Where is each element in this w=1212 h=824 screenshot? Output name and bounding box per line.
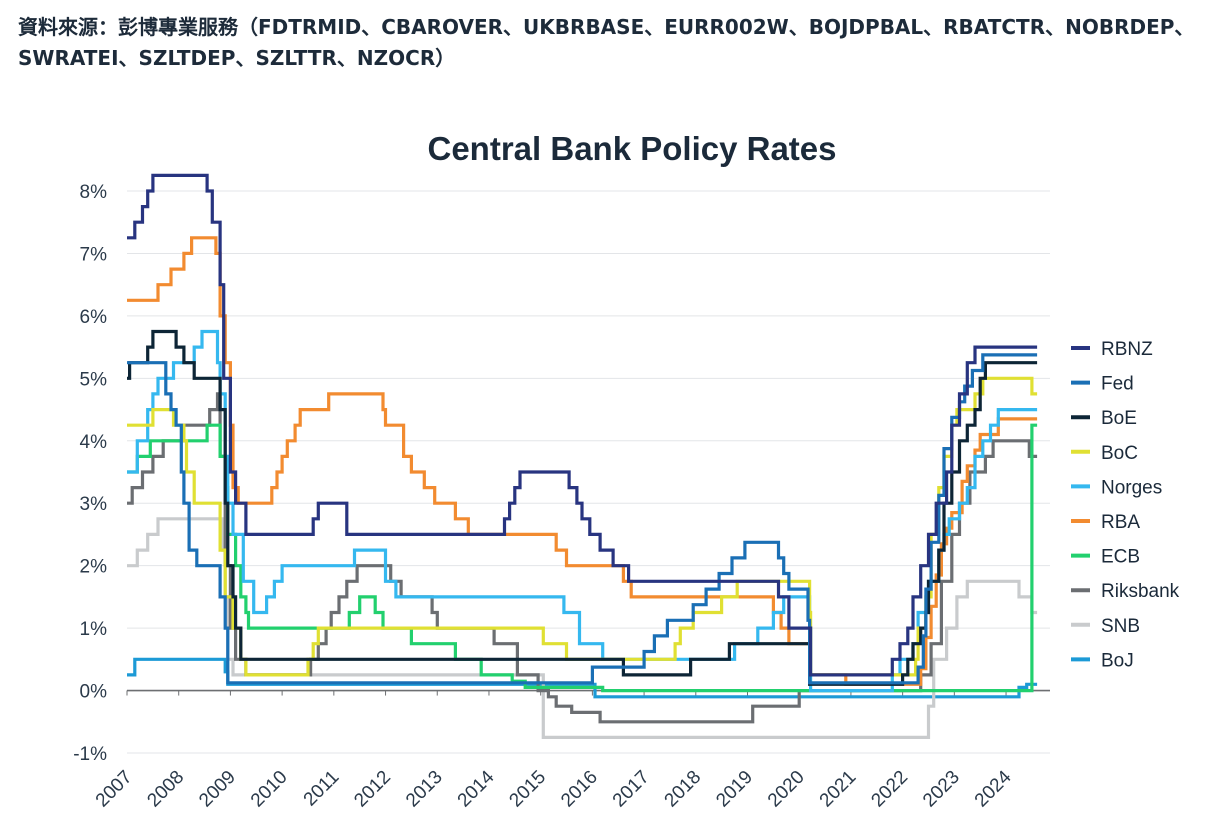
x-tick-label: 2010 xyxy=(247,767,292,812)
series-line-fed xyxy=(127,353,1038,685)
series-line-boe xyxy=(127,329,1038,686)
x-tick-label: 2021 xyxy=(816,767,861,812)
y-tick-label: 5% xyxy=(80,369,108,390)
x-tick-label: 2011 xyxy=(300,767,344,811)
series-lines xyxy=(127,173,1038,739)
legend-label-fed: Fed xyxy=(1101,374,1134,395)
legend-label-boc: BoC xyxy=(1101,443,1138,464)
legend-label-boj: BoJ xyxy=(1101,650,1134,671)
x-tick-label: 2008 xyxy=(143,767,188,812)
x-tick-label: 2018 xyxy=(661,767,706,812)
series-line-snb xyxy=(127,517,1038,739)
series-line-rba xyxy=(127,236,1038,686)
x-tick-label: 2007 xyxy=(92,767,137,812)
x-tick-label: 2013 xyxy=(402,767,447,812)
y-axis: 8% 7% 6% 5% 4% 3% 2% 1% 0% -1% xyxy=(73,182,107,765)
legend-label-snb: SNB xyxy=(1101,616,1140,637)
x-tick-label: 2012 xyxy=(350,767,395,812)
x-tick-label: 2014 xyxy=(454,766,499,811)
series-line-boc xyxy=(127,376,1038,677)
x-tick-label: 2020 xyxy=(764,767,809,812)
x-tick-label: 2023 xyxy=(919,767,964,812)
y-tick-label: -1% xyxy=(73,744,107,765)
x-tick-label: 2009 xyxy=(195,767,240,812)
x-tick-label: 2022 xyxy=(867,767,912,812)
x-tick-label: 2016 xyxy=(557,767,602,812)
chart-title: Central Bank Policy Rates xyxy=(428,130,837,167)
grid-lines xyxy=(127,190,1050,754)
x-axis: 2007 2008 2009 2010 2011 2012 2013 2014 2015 2016… xyxy=(92,690,1016,812)
legend: RBNZ Fed BoE BoC Norges RBA ECB Riksbank SNB BoJ xyxy=(1071,339,1180,671)
y-tick-label: 7% xyxy=(80,244,108,265)
x-tick-label: 2015 xyxy=(505,767,550,812)
y-tick-label: 6% xyxy=(80,307,108,328)
legend-label-ecb: ECB xyxy=(1101,547,1140,568)
y-tick-label: 2% xyxy=(80,557,108,578)
legend-label-norges: Norges xyxy=(1101,477,1162,498)
legend-label-riksbank: Riksbank xyxy=(1101,581,1180,602)
x-tick-label: 2017 xyxy=(609,767,654,812)
y-tick-label: 1% xyxy=(80,619,108,640)
x-tick-label: 2019 xyxy=(712,767,757,812)
legend-label-rba: RBA xyxy=(1101,512,1140,533)
y-tick-label: 0% xyxy=(80,682,108,703)
y-tick-label: 4% xyxy=(80,432,108,453)
y-tick-label: 8% xyxy=(80,182,108,203)
legend-label-boe: BoE xyxy=(1101,408,1137,429)
x-tick-label: 2024 xyxy=(971,766,1016,811)
y-tick-label: 3% xyxy=(80,494,108,515)
legend-label-rbnz: RBNZ xyxy=(1101,339,1153,360)
source-note: 資料來源：彭博專業服務（FDTRMID、CBAROVER、UKBRBASE、EU… xyxy=(18,15,1195,70)
series-line-rbnz xyxy=(127,173,1038,677)
